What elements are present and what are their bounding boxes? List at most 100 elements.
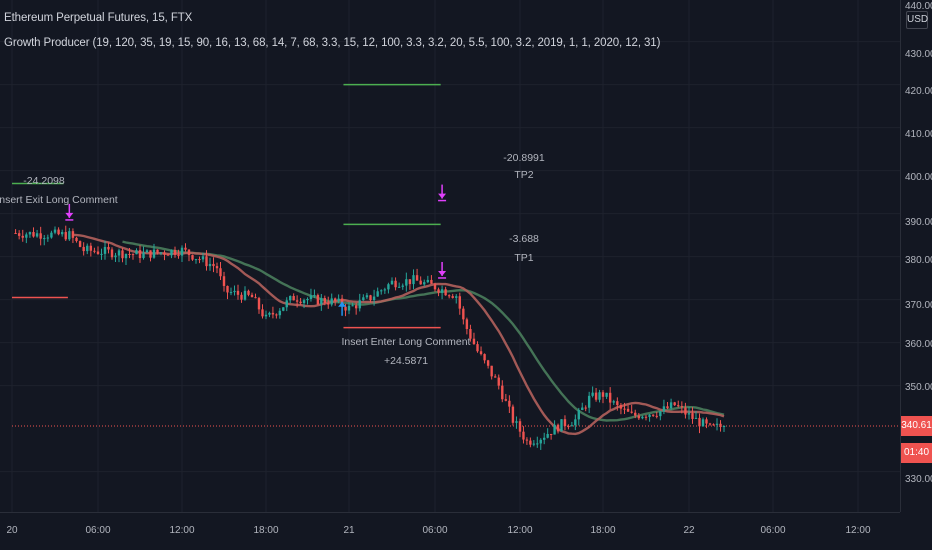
time-label: 12:00 — [169, 525, 194, 536]
candle-body — [525, 439, 529, 441]
candle-body — [233, 290, 236, 293]
candle-body — [476, 344, 479, 352]
candle-body — [316, 295, 320, 305]
candle-body — [82, 246, 85, 252]
candle-body — [50, 232, 53, 238]
indicator-title[interactable]: Growth Producer (19, 120, 35, 19, 15, 90… — [4, 37, 661, 49]
price-label: 400.00 — [905, 172, 932, 183]
candle-body — [497, 377, 500, 386]
candle-body — [405, 279, 408, 286]
candle-body — [397, 286, 401, 288]
candle-body — [337, 298, 340, 301]
exit-arrow-head — [438, 193, 447, 199]
candle-body — [194, 259, 198, 261]
candle-body — [229, 292, 233, 294]
price-label: 390.00 — [905, 217, 932, 228]
candle-body — [14, 232, 17, 234]
candle-body — [114, 255, 117, 258]
candle-body — [529, 440, 532, 445]
candle-body — [623, 408, 626, 410]
candle-body — [43, 238, 46, 240]
candle-body — [680, 406, 684, 408]
candle-body — [149, 250, 152, 258]
candle-body — [594, 392, 598, 400]
candle-body — [159, 252, 163, 254]
entry-arrow-head — [338, 301, 347, 307]
candle-body — [394, 280, 397, 288]
candle-body — [135, 250, 138, 255]
exit1-value: -24.2098 — [23, 175, 65, 187]
candle-body — [205, 256, 208, 267]
candle-body — [110, 249, 114, 258]
candle-body — [187, 249, 191, 256]
candle-body — [577, 410, 580, 420]
candle-body — [156, 249, 159, 253]
candle-body — [698, 417, 701, 427]
candle-body — [423, 282, 426, 285]
candle-body — [708, 423, 712, 425]
price-label: 370.00 — [905, 300, 932, 311]
entry-comment: Insert Enter Long Comment — [342, 336, 471, 348]
candle-body — [504, 399, 508, 401]
time-label: 06:00 — [85, 525, 110, 536]
candle-body — [408, 279, 412, 285]
time-axis[interactable]: 20 06:00 12:00 18:00 21 06:00 12:00 18:0… — [0, 512, 900, 537]
candle-body — [626, 408, 630, 412]
price-label: 350.00 — [905, 382, 932, 393]
candle-body — [433, 283, 437, 290]
candle-body — [634, 412, 637, 416]
candle-body — [257, 298, 261, 310]
candle-body — [358, 300, 361, 309]
candle-body — [567, 426, 570, 428]
candle-body — [444, 289, 447, 296]
candle-body — [673, 402, 676, 406]
candle-body — [430, 279, 433, 284]
candle-body — [243, 290, 247, 300]
candle-body — [330, 298, 333, 305]
candle-body — [131, 254, 135, 256]
candle-body — [46, 237, 50, 239]
tp1-label: TP1 — [514, 252, 533, 264]
candle-body — [440, 289, 444, 293]
price-label: 380.00 — [905, 255, 932, 266]
candle-body — [226, 285, 229, 293]
candle-body — [641, 416, 644, 419]
currency-button[interactable]: USD — [906, 11, 928, 29]
candle-body — [687, 413, 691, 415]
candle-body — [93, 250, 96, 252]
price-axis[interactable]: 440.00 430.00 420.00 410.00 400.00 390.0… — [900, 0, 932, 512]
candle-body — [68, 231, 71, 240]
candle-body — [75, 237, 78, 242]
candle-body — [184, 247, 187, 250]
candle-body — [86, 245, 89, 252]
time-label: 18:00 — [590, 525, 615, 536]
candle-body — [180, 247, 184, 256]
candle-body — [451, 296, 454, 298]
candle-body — [344, 306, 347, 311]
candle-body — [219, 268, 222, 277]
candle-body — [677, 405, 680, 407]
candle-body — [715, 423, 719, 425]
last-price-label: 340.61 — [901, 416, 932, 436]
price-label: 410.00 — [905, 129, 932, 140]
candle-body — [333, 298, 337, 301]
candle-body — [240, 294, 243, 300]
candle-body — [426, 279, 430, 283]
symbol-title[interactable]: Ethereum Perpetual Futures, 15, FTX — [4, 12, 193, 24]
candle-body — [563, 419, 567, 427]
candle-body — [556, 424, 560, 432]
candle-body — [268, 312, 271, 315]
candle-body — [152, 249, 156, 258]
candle-body — [694, 417, 698, 419]
candle-body — [145, 250, 149, 253]
candle-body — [53, 229, 57, 233]
candle-body — [605, 392, 608, 397]
candle-body — [666, 406, 669, 409]
candle-body — [351, 305, 354, 307]
time-label: 12:00 — [507, 525, 532, 536]
candle-body — [472, 338, 476, 345]
candle-body — [278, 310, 282, 316]
candle-body — [60, 232, 64, 235]
candle-body — [560, 419, 563, 432]
